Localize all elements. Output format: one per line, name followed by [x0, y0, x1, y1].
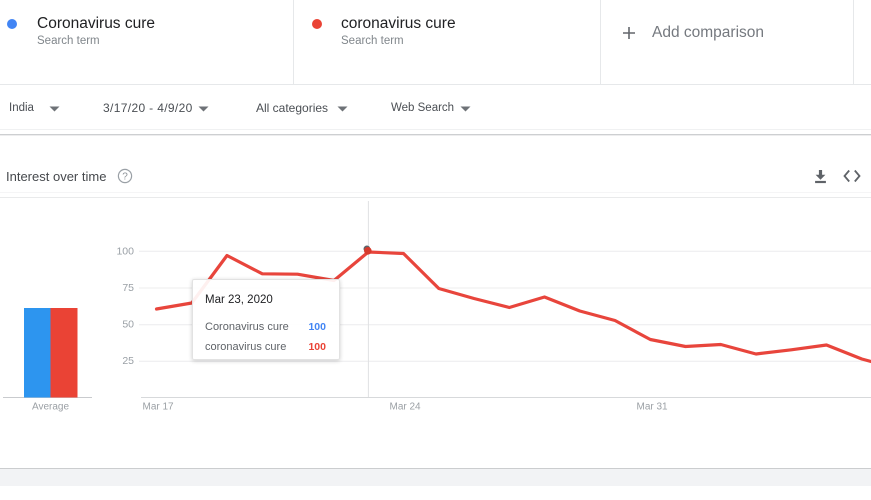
svg-text:50: 50: [122, 319, 134, 331]
svg-text:75: 75: [122, 282, 134, 294]
svg-text:Mar 31: Mar 31: [637, 402, 669, 413]
svg-text:25: 25: [122, 355, 134, 367]
svg-text:100: 100: [116, 246, 134, 258]
svg-text:Average: Average: [32, 402, 70, 413]
svg-text:Mar 24: Mar 24: [390, 402, 422, 413]
svg-text:Mar 17: Mar 17: [143, 402, 175, 413]
svg-text:?: ?: [122, 172, 128, 183]
